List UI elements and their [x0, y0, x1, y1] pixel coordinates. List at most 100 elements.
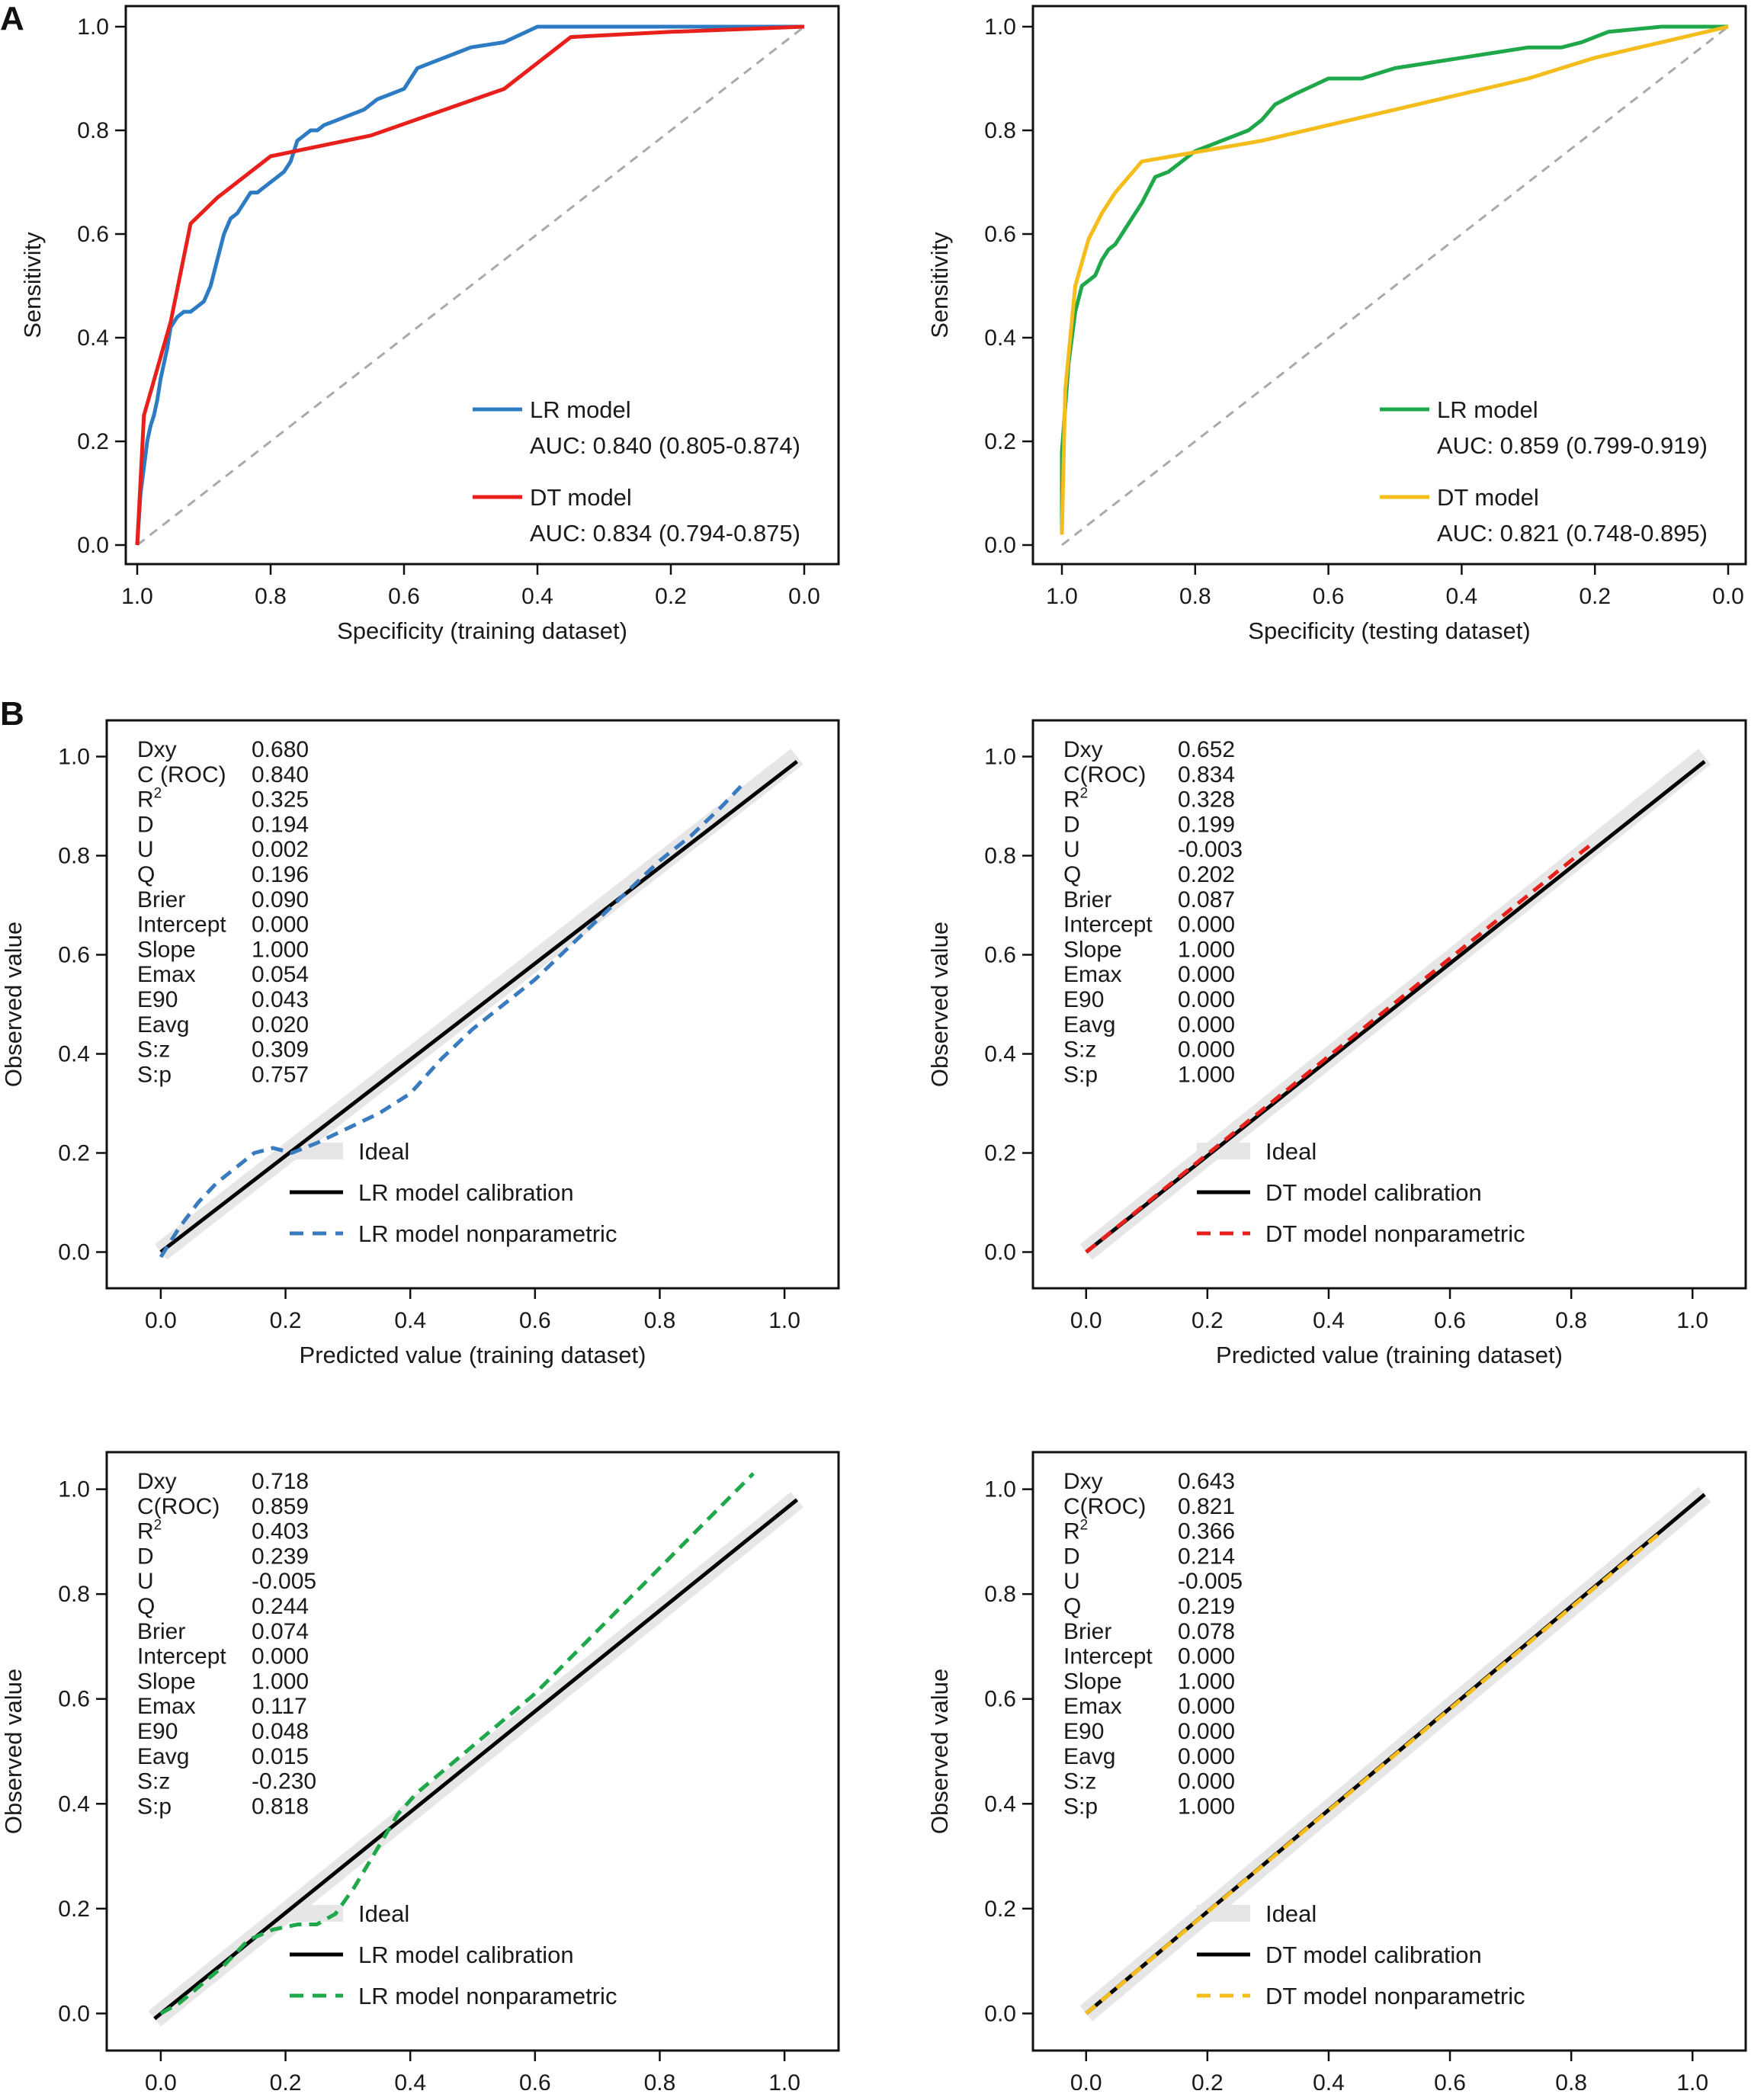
plot-frame	[1031, 1451, 1747, 2052]
y-tick-label: 0.0	[984, 1240, 1016, 1265]
stat-name: S:p	[1063, 1794, 1098, 1819]
stat-value: 0.821	[1178, 1494, 1235, 1519]
stat-value: 0.043	[252, 987, 309, 1012]
stat-value: 0.000	[1178, 962, 1235, 987]
y-tick-label: 0.6	[77, 222, 109, 247]
stat-value: 0.000	[1178, 912, 1235, 938]
stat-value: 0.328	[1178, 787, 1235, 813]
x-tick-label: 0.2	[1579, 584, 1611, 609]
series-line-3	[1085, 844, 1591, 1254]
stat-value: 0.000	[1178, 1037, 1235, 1063]
x-tick-label: 1.0	[768, 2070, 800, 2090]
x-axis-label: Predicted value (training dataset)	[1216, 1342, 1563, 1368]
stat-value: 0.652	[1178, 737, 1235, 762]
stat-value: -0.230	[252, 1769, 316, 1794]
chart-2: 1.0 0.8 0.6 0.4 0.2 0.0 0.0 0.2 0.4 0.6 0.8 1.0 Spec…	[926, 5, 1747, 644]
stat-name: C(ROC)	[137, 1494, 220, 1519]
y-tick-label: 0.6	[58, 1687, 90, 1712]
legend-label: Ideal	[358, 1138, 409, 1165]
auc-label: AUC: 0.834 (0.794-0.875)	[530, 520, 800, 547]
plot-frame	[1031, 5, 1747, 566]
y-tick-label: 0.6	[984, 943, 1016, 968]
stat-value: -0.005	[1178, 1569, 1243, 1594]
x-tick-label: 0.8	[644, 2070, 676, 2090]
stat-name: E90	[137, 987, 178, 1012]
x-axis-label: Specificity (training dataset)	[337, 617, 627, 644]
stat-name: Slope	[137, 1669, 196, 1694]
legend-label: LR model nonparametric	[358, 1220, 617, 1247]
y-tick-label: 1.0	[58, 745, 90, 770]
stat-value: 0.000	[1178, 1644, 1235, 1669]
stat-value: -0.003	[1178, 837, 1243, 862]
y-tick-label: 0.8	[77, 118, 109, 143]
stat-value: 0.054	[252, 962, 309, 987]
stat-name: Slope	[1063, 937, 1122, 962]
stat-name: U	[137, 837, 154, 862]
stat-value: 0.090	[252, 887, 309, 912]
auc-label: AUC: 0.821 (0.748-0.895)	[1437, 520, 1708, 547]
legend-label: LR model calibration	[358, 1942, 574, 1968]
x-tick-label: 0.0	[145, 2070, 177, 2090]
x-tick-label: 1.0	[1676, 2070, 1708, 2090]
x-tick-label: 1.0	[1676, 1308, 1708, 1333]
stat-value: 0.117	[252, 1694, 307, 1719]
stat-value: 0.196	[252, 862, 309, 887]
stat-name: D	[1063, 812, 1080, 837]
stat-value: 1.000	[252, 937, 309, 962]
x-tick-label: 0.4	[1313, 1308, 1345, 1333]
stat-value: 0.020	[252, 1012, 309, 1037]
stat-value: 1.000	[1178, 937, 1235, 962]
superscript-2: 2	[1080, 1518, 1089, 1534]
stat-value: 0.000	[1178, 1694, 1235, 1719]
y-tick-label: 0.8	[984, 1582, 1016, 1607]
x-tick-label: 0.4	[1446, 584, 1478, 609]
stat-value: 0.325	[252, 787, 309, 813]
y-axis-label: Observed value	[0, 1669, 27, 1834]
stat-name: E90	[1063, 987, 1104, 1012]
x-tick-label: 0.2	[655, 584, 687, 609]
stat-name: U	[137, 1569, 154, 1594]
stat-value: 0.239	[252, 1544, 309, 1569]
stat-name: Emax	[1063, 1694, 1122, 1719]
y-tick-label: 0.2	[58, 1897, 90, 1922]
y-axis-label: Sensitivity	[926, 232, 953, 338]
stat-name: Eavg	[137, 1744, 189, 1769]
y-tick-label: 0.8	[984, 844, 1016, 869]
x-tick-label: 0.6	[519, 1308, 551, 1333]
y-tick-label: 0.4	[984, 1791, 1016, 1817]
stat-name: R2	[1063, 1518, 1088, 1544]
legend-label: DT model	[1437, 484, 1539, 511]
y-tick-label: 0.4	[984, 325, 1016, 351]
y-tick-label: 1.0	[984, 1477, 1016, 1502]
stat-name: Brier	[137, 887, 185, 912]
x-tick-label: 0.0	[1070, 2070, 1102, 2090]
chart-3: 0.0 0.2 0.4 0.6 0.8 1.0 0.0 0.2 0.4 0.6 0.8 1.0 Pred…	[0, 719, 840, 1368]
stat-name: Dxy	[1063, 737, 1103, 762]
reference-diagonal	[136, 25, 805, 547]
plot-frame	[105, 1451, 840, 2052]
stat-name: Q	[137, 1594, 155, 1619]
legend-label: LR model	[1437, 396, 1538, 423]
legend-label: Ideal	[1265, 1900, 1317, 1927]
series-line-2	[1085, 760, 1706, 1254]
stat-name: Dxy	[137, 1469, 177, 1494]
y-tick-label: 0.8	[58, 1582, 90, 1607]
x-tick-label: 0.6	[388, 584, 420, 609]
stat-name: S:p	[137, 1794, 172, 1819]
chart-4: 0.0 0.2 0.4 0.6 0.8 1.0 0.0 0.2 0.4 0.6 0.8 1.0 Pred…	[926, 719, 1747, 1368]
stat-value: 0.078	[1178, 1619, 1235, 1644]
stat-value: 0.000	[1178, 987, 1235, 1012]
stat-value: 0.000	[1178, 1769, 1235, 1794]
stat-value: 0.087	[1178, 887, 1235, 912]
y-tick-label: 1.0	[77, 14, 109, 40]
y-tick-label: 0.6	[984, 1687, 1016, 1712]
x-tick-label: 0.2	[1192, 1308, 1224, 1333]
y-tick-label: 0.2	[77, 429, 109, 454]
series-line-3	[159, 1472, 755, 2015]
x-tick-label: 0.8	[255, 584, 287, 609]
x-tick-label: 0.6	[1313, 584, 1345, 609]
x-tick-label: 0.8	[644, 1308, 676, 1333]
stat-value: 0.048	[252, 1719, 309, 1744]
stat-name: Eavg	[137, 1012, 189, 1037]
